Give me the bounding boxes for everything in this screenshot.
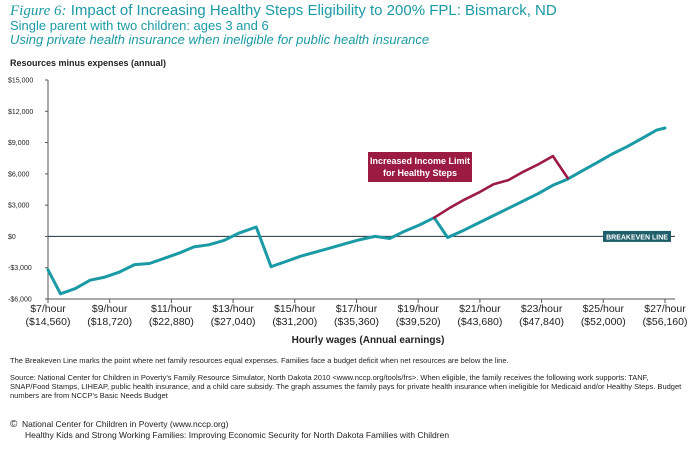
x-tick-label: $11/hour <box>151 303 192 315</box>
x-tick-sublabel: ($43,680) <box>457 316 502 328</box>
y-tick-label: -$3,000 <box>8 265 32 272</box>
x-tick-sublabel: ($47,840) <box>519 316 564 328</box>
breakeven-label: BREAKEVEN LINE <box>606 234 668 241</box>
baseline-series-line <box>46 126 667 296</box>
x-tick-label: $23/hour <box>521 303 563 315</box>
increased-limit-series-line <box>432 154 570 219</box>
footer-org: National Center for Children in Poverty … <box>22 419 229 429</box>
x-tick-label: $17/hour <box>336 303 378 315</box>
line-chart: -$6,000 -$3,000 $0 $3,000 $6,000 $9,000 $12,00… <box>8 78 688 347</box>
y-tick-label: $15,000 <box>8 78 33 85</box>
x-tick-label: $13/hour <box>212 303 254 315</box>
y-axis: -$6,000 -$3,000 $0 $3,000 $6,000 $9,000 $12,00… <box>8 78 48 304</box>
x-tick-sublabel: ($22,880) <box>149 316 194 328</box>
figure-title: Figure 6: Impact of Increasing Healthy S… <box>10 2 557 20</box>
subtitle-insurance: Using private health insurance when inel… <box>10 32 430 47</box>
y-axis-title: Resources minus expenses (annual) <box>10 58 167 68</box>
footer-publication: Healthy Kids and Strong Working Families… <box>25 430 450 440</box>
y-tick-label: $12,000 <box>8 109 33 116</box>
copyright-icon: © <box>10 419 18 430</box>
subtitle-family: Single parent with two children: ages 3 … <box>10 18 269 33</box>
y-tick-label: $3,000 <box>8 203 30 210</box>
y-tick-label: $6,000 <box>8 171 30 178</box>
annotation-box <box>368 152 472 182</box>
x-tick-label: $7/hour <box>30 303 66 315</box>
x-tick-sublabel: ($56,160) <box>643 316 688 328</box>
x-tick-sublabel: ($35,360) <box>334 316 379 328</box>
annotation-line1: Increased Income Limit <box>370 156 470 166</box>
breakeven-label-box <box>603 230 671 242</box>
x-axis: $7/hour($14,560) $9/hour($18,720) $11/hour… <box>26 299 688 328</box>
axes: BREAKEVEN LINE <box>47 80 675 300</box>
x-tick-label: $21/hour <box>459 303 501 315</box>
y-tick-label: $0 <box>8 234 16 241</box>
x-tick-label: $15/hour <box>274 303 316 315</box>
y-tick-label: $9,000 <box>8 140 30 147</box>
source-note: Source: National Center for Children in … <box>10 373 682 400</box>
x-tick-sublabel: ($14,560) <box>26 316 71 328</box>
annotation-layer: Increased Income Limit for Healthy Steps <box>368 152 472 182</box>
x-tick-label: $27/hour <box>644 303 686 315</box>
figure-title-text: Impact of Increasing Healthy Steps Eligi… <box>70 2 557 19</box>
footer: © National Center for Children in Poverty… <box>10 419 449 440</box>
x-tick-sublabel: ($52,000) <box>581 316 626 328</box>
x-tick-sublabel: ($18,720) <box>87 316 132 328</box>
annotation-line2: for Healthy Steps <box>383 168 457 178</box>
x-tick-sublabel: ($31,200) <box>272 316 317 328</box>
x-tick-label: $9/hour <box>92 303 128 315</box>
breakeven-note: The Breakeven Line marks the point where… <box>10 356 509 365</box>
x-tick-label: $19/hour <box>397 303 439 315</box>
series-layer <box>46 126 667 296</box>
x-tick-sublabel: ($27,040) <box>211 316 256 328</box>
x-tick-sublabel: ($39,520) <box>396 316 441 328</box>
figure-label: Figure 6: <box>10 3 67 19</box>
x-tick-label: $25/hour <box>583 303 625 315</box>
x-axis-title: Hourly wages (Annual earnings) <box>292 335 445 346</box>
y-tick-label: -$6,000 <box>8 297 32 304</box>
